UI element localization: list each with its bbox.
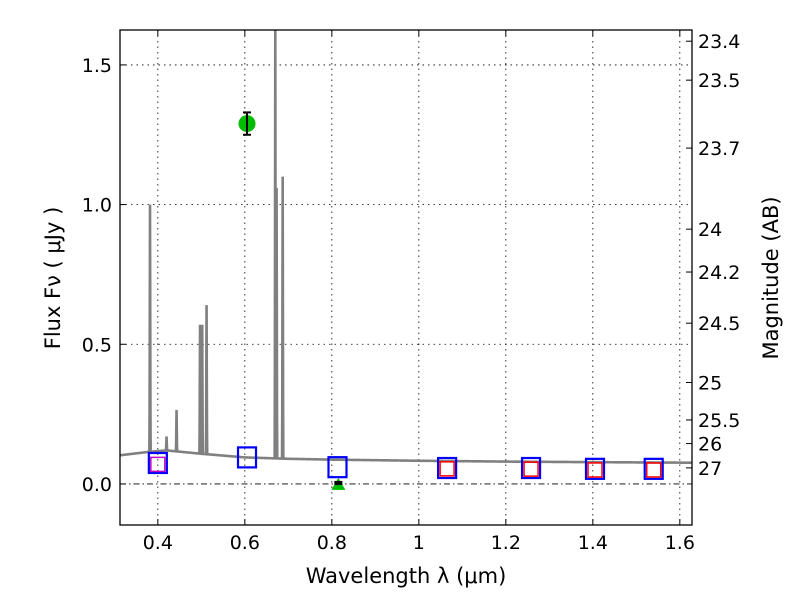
mag-tick-label: 25 [698, 373, 722, 395]
y-tick-label: 0.5 [82, 334, 112, 356]
spectrum-line [120, 30, 692, 465]
x-axis-label: Wavelength λ (μm) [306, 564, 507, 588]
y-right-axis-label: Magnitude (AB) [759, 196, 783, 359]
fit-point [587, 462, 603, 478]
x-tick-label: 1.2 [491, 532, 521, 554]
data-markers [147, 111, 664, 490]
y-tick-label: 1.0 [82, 195, 112, 217]
mag-tick-label: 23.7 [698, 138, 740, 160]
x-tick-label: 0.6 [230, 532, 260, 554]
model-point [643, 457, 664, 480]
mag-tick-label: 27 [698, 458, 722, 480]
x-tick-label: 1 [413, 532, 425, 554]
x-tick-label: 0.8 [317, 532, 347, 554]
axis-ticks: 0.4 0.6 0.8 1 1.2 1.4 1.6 0.0 0.5 1.0 1.5 23.4 23.5 2… [82, 30, 740, 554]
x-tick-label: 1.6 [665, 532, 695, 554]
x-tick-label: 1.4 [578, 532, 608, 554]
mag-tick-label: 24.5 [698, 313, 740, 335]
mag-tick-label: 23.4 [698, 31, 740, 53]
mag-tick-label: 24 [698, 219, 722, 241]
error-bar [334, 480, 343, 485]
y-axis-label: Flux Fν ( μJy ) [41, 207, 65, 350]
mag-tick-label: 25.5 [698, 410, 740, 432]
fit-point [523, 461, 539, 477]
model-point [236, 446, 258, 469]
fit-point [439, 461, 455, 477]
mag-tick-label: 24.2 [698, 262, 740, 284]
y-tick-label: 0.0 [82, 474, 112, 496]
spectrum [120, 30, 692, 465]
mag-tick-label: 23.5 [698, 70, 740, 92]
fit-point [645, 462, 662, 478]
model-point [584, 457, 606, 480]
model-point [327, 456, 348, 479]
model-point [147, 451, 168, 475]
y-tick-label: 1.5 [82, 55, 112, 77]
mag-tick-label: 26 [698, 434, 722, 456]
x-tick-label: 0.4 [143, 532, 173, 554]
model-point [437, 456, 458, 480]
plot-frame [119, 29, 693, 526]
fit-point [150, 456, 166, 473]
model-point [520, 456, 542, 480]
